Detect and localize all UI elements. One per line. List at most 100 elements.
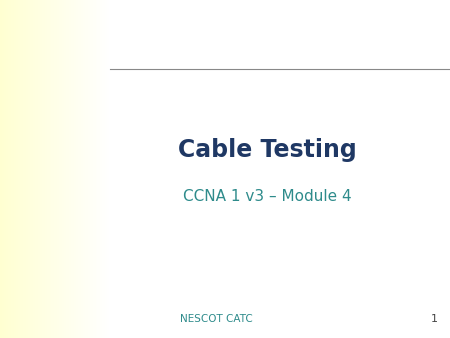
Bar	[19, 0, 20, 338]
Bar	[108, 0, 109, 338]
Bar	[5, 0, 6, 338]
Bar	[77, 0, 78, 338]
Bar	[66, 0, 67, 338]
Bar	[13, 0, 14, 338]
Bar	[17, 0, 18, 338]
Bar	[51, 0, 52, 338]
Bar	[72, 0, 73, 338]
Bar	[102, 0, 103, 338]
Bar	[22, 0, 23, 338]
Bar	[53, 0, 54, 338]
Bar	[49, 0, 50, 338]
Bar	[109, 0, 110, 338]
Bar	[89, 0, 90, 338]
Bar	[88, 0, 89, 338]
Bar	[36, 0, 37, 338]
Bar	[39, 0, 40, 338]
Bar	[69, 0, 70, 338]
Bar	[21, 0, 22, 338]
Bar	[29, 0, 30, 338]
Bar	[23, 0, 24, 338]
Bar	[64, 0, 65, 338]
Bar	[18, 0, 19, 338]
Bar	[101, 0, 102, 338]
Text: CCNA 1 v3 – Module 4: CCNA 1 v3 – Module 4	[184, 189, 352, 203]
Bar	[75, 0, 76, 338]
Bar	[97, 0, 98, 338]
Bar	[38, 0, 39, 338]
Text: Cable Testing: Cable Testing	[178, 138, 357, 163]
Bar	[79, 0, 80, 338]
Bar	[27, 0, 28, 338]
Bar	[2, 0, 3, 338]
Bar	[96, 0, 97, 338]
Bar	[87, 0, 88, 338]
Bar	[15, 0, 16, 338]
Bar	[30, 0, 31, 338]
Bar	[62, 0, 63, 338]
Bar	[47, 0, 48, 338]
Bar	[48, 0, 49, 338]
Bar	[63, 0, 64, 338]
Bar	[3, 0, 4, 338]
Bar	[94, 0, 95, 338]
Bar	[92, 0, 93, 338]
Bar	[41, 0, 42, 338]
Bar	[73, 0, 74, 338]
Bar	[67, 0, 68, 338]
Bar	[76, 0, 77, 338]
Bar	[6, 0, 7, 338]
Bar	[33, 0, 34, 338]
Text: NESCOT CATC: NESCOT CATC	[180, 314, 252, 324]
Bar	[12, 0, 13, 338]
Bar	[50, 0, 51, 338]
Bar	[60, 0, 61, 338]
Bar	[103, 0, 104, 338]
Bar	[40, 0, 41, 338]
Bar	[45, 0, 46, 338]
Bar	[78, 0, 79, 338]
Bar	[98, 0, 99, 338]
Bar	[8, 0, 9, 338]
Bar	[68, 0, 69, 338]
Bar	[42, 0, 43, 338]
Bar	[7, 0, 8, 338]
Bar	[80, 0, 81, 338]
Bar	[99, 0, 100, 338]
Bar	[10, 0, 11, 338]
Bar	[31, 0, 32, 338]
Bar	[90, 0, 91, 338]
Bar	[58, 0, 59, 338]
Bar	[84, 0, 85, 338]
Bar	[26, 0, 27, 338]
Bar	[28, 0, 29, 338]
Bar	[65, 0, 66, 338]
Bar	[71, 0, 72, 338]
Bar	[24, 0, 25, 338]
Bar	[1, 0, 2, 338]
Bar	[4, 0, 5, 338]
Bar	[59, 0, 60, 338]
Bar	[46, 0, 47, 338]
Bar	[107, 0, 108, 338]
Bar	[91, 0, 92, 338]
Bar	[35, 0, 36, 338]
Bar	[52, 0, 53, 338]
Bar	[105, 0, 106, 338]
Bar	[104, 0, 105, 338]
Bar	[81, 0, 82, 338]
Bar	[55, 0, 56, 338]
Bar	[106, 0, 107, 338]
Bar	[61, 0, 62, 338]
Bar	[70, 0, 71, 338]
Bar	[43, 0, 44, 338]
Bar	[56, 0, 57, 338]
Bar	[44, 0, 45, 338]
Bar	[85, 0, 86, 338]
Text: 1: 1	[431, 314, 438, 324]
Bar	[0, 0, 1, 338]
Bar	[20, 0, 21, 338]
Bar	[93, 0, 94, 338]
Bar	[32, 0, 33, 338]
Bar	[9, 0, 10, 338]
